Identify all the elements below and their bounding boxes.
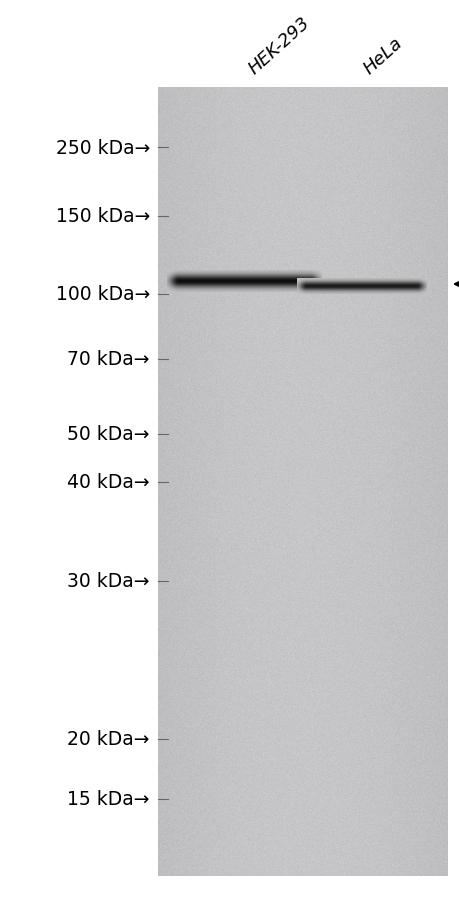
Text: HeLa: HeLa bbox=[359, 34, 405, 78]
Text: 70 kDa→: 70 kDa→ bbox=[67, 350, 150, 369]
Text: 150 kDa→: 150 kDa→ bbox=[56, 207, 150, 226]
Text: HEK-293: HEK-293 bbox=[245, 14, 313, 78]
Text: 50 kDa→: 50 kDa→ bbox=[67, 425, 150, 444]
Text: 100 kDa→: 100 kDa→ bbox=[56, 285, 150, 304]
Text: 40 kDa→: 40 kDa→ bbox=[67, 473, 150, 492]
Text: 250 kDa→: 250 kDa→ bbox=[56, 138, 150, 157]
Text: 30 kDa→: 30 kDa→ bbox=[67, 572, 150, 591]
Text: 15 kDa→: 15 kDa→ bbox=[67, 789, 150, 808]
Text: 20 kDa→: 20 kDa→ bbox=[67, 730, 150, 749]
Text: WWW.PTGLAB.COM: WWW.PTGLAB.COM bbox=[295, 436, 309, 588]
